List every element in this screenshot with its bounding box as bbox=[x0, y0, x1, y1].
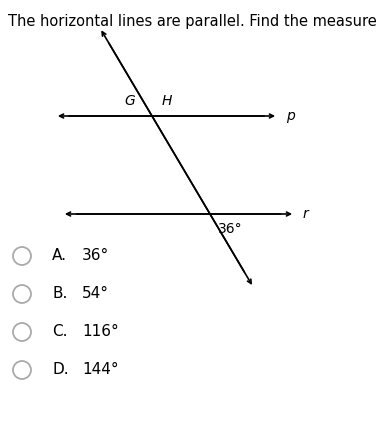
Text: H: H bbox=[162, 94, 172, 108]
Text: G: G bbox=[124, 94, 135, 108]
Text: 116°: 116° bbox=[82, 324, 119, 340]
Text: p: p bbox=[286, 109, 295, 123]
Text: 54°: 54° bbox=[82, 287, 109, 301]
Text: r: r bbox=[303, 207, 309, 221]
Text: The horizontal lines are parallel. Find the measure of ∠G.: The horizontal lines are parallel. Find … bbox=[8, 14, 376, 29]
Text: B.: B. bbox=[52, 287, 67, 301]
Text: 36°: 36° bbox=[82, 248, 109, 263]
Text: D.: D. bbox=[52, 363, 69, 377]
Text: 36°: 36° bbox=[218, 222, 243, 236]
Text: C.: C. bbox=[52, 324, 68, 340]
Text: 144°: 144° bbox=[82, 363, 118, 377]
Text: A.: A. bbox=[52, 248, 67, 263]
